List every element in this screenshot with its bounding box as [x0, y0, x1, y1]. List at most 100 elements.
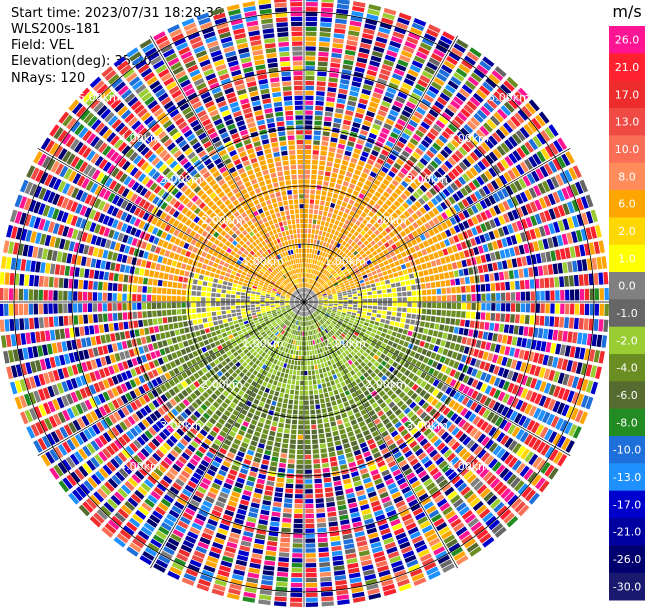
velocity-gate: [382, 249, 389, 255]
velocity-gate: [276, 332, 281, 338]
velocity-gate: [239, 352, 246, 358]
velocity-gate: [238, 390, 245, 397]
velocity-gate: [316, 277, 320, 282]
velocity-gate: [304, 149, 312, 155]
velocity-gate: [227, 500, 238, 508]
velocity-gate: [374, 203, 381, 210]
velocity-gate: [426, 418, 435, 427]
velocity-gate: [574, 303, 580, 315]
velocity-gate: [334, 368, 340, 374]
velocity-gate: [310, 314, 314, 319]
velocity-gate: [347, 306, 353, 310]
velocity-gate: [594, 366, 602, 380]
velocity-gate: [346, 105, 355, 112]
velocity-gate: [373, 478, 383, 486]
velocity-gate: [369, 320, 375, 325]
velocity-gate: [570, 183, 579, 197]
velocity-gate: [287, 308, 292, 312]
velocity-gate: [480, 141, 491, 152]
velocity-gate: [216, 574, 229, 582]
velocity-gate: [388, 413, 396, 421]
velocity-gate: [477, 265, 484, 274]
velocity-gate: [328, 296, 333, 298]
velocity-gate: [416, 284, 421, 290]
velocity-gate: [307, 304, 312, 308]
velocity-gate: [318, 230, 323, 236]
velocity-gate: [440, 231, 448, 239]
velocity-gate: [486, 494, 498, 506]
velocity-gate: [430, 316, 436, 322]
velocity-gate: [344, 249, 350, 255]
velocity-gate: [296, 345, 300, 351]
velocity-gate: [474, 404, 483, 414]
velocity-gate: [377, 364, 384, 371]
velocity-gate: [189, 375, 196, 383]
velocity-gate: [494, 526, 507, 538]
velocity-gate: [471, 368, 478, 377]
velocity-gate: [260, 412, 267, 419]
velocity-gate: [516, 220, 524, 231]
velocity-gate: [556, 357, 564, 370]
velocity-gate: [310, 291, 314, 295]
velocity-gate: [369, 60, 381, 68]
velocity-gate: [400, 416, 409, 424]
velocity-gate: [305, 592, 318, 598]
velocity-gate: [365, 455, 373, 463]
velocity-gate: [349, 90, 359, 97]
velocity-gate: [433, 48, 446, 58]
velocity-gate: [323, 417, 329, 423]
velocity-gate: [149, 514, 161, 524]
velocity-gate: [318, 304, 323, 306]
velocity-gate: [390, 131, 399, 140]
velocity-gate: [313, 298, 318, 300]
velocity-gate: [239, 545, 251, 552]
velocity-gate: [401, 446, 410, 454]
velocity-gate: [305, 293, 308, 298]
velocity-gate: [383, 211, 391, 218]
velocity-gate: [339, 206, 346, 212]
velocity-gate: [316, 359, 321, 364]
velocity-gate: [456, 286, 461, 294]
velocity-gate: [323, 302, 328, 304]
velocity-gate: [353, 148, 362, 155]
velocity-gate: [309, 273, 312, 279]
velocity-gate: [214, 389, 221, 397]
velocity-gate: [301, 311, 303, 317]
velocity-gate: [336, 3, 350, 10]
velocity-gate: [378, 251, 385, 258]
velocity-gate: [428, 253, 435, 261]
velocity-gate: [304, 135, 312, 140]
velocity-gate: [267, 350, 272, 355]
velocity-gate: [381, 285, 387, 290]
velocity-gate: [290, 434, 297, 440]
velocity-gate: [442, 88, 454, 98]
velocity-gate: [453, 459, 463, 470]
velocity-gate: [102, 432, 112, 443]
velocity-gate: [369, 536, 381, 544]
velocity-gate: [390, 283, 396, 288]
velocity-gate: [547, 264, 554, 275]
velocity-gate: [411, 572, 425, 582]
velocity-gate: [379, 276, 385, 282]
velocity-gate: [254, 339, 260, 345]
velocity-gate: [240, 540, 252, 547]
velocity-gate: [459, 251, 465, 259]
velocity-gate: [569, 346, 576, 358]
velocity-gate: [552, 329, 559, 341]
velocity-gate: [299, 385, 304, 391]
velocity-gate: [344, 49, 356, 56]
velocity-gate: [332, 309, 337, 313]
velocity-gate: [429, 127, 440, 137]
velocity-gate: [335, 414, 342, 421]
velocity-gate: [299, 306, 302, 311]
velocity-gate: [374, 229, 380, 236]
velocity-gate: [377, 272, 383, 278]
velocity-gate: [368, 276, 374, 281]
velocity-gate: [394, 408, 402, 416]
velocity-gate: [224, 509, 235, 517]
velocity-gate: [326, 312, 331, 315]
velocity-gate: [470, 401, 478, 411]
velocity-gate: [220, 560, 233, 568]
velocity-gate: [332, 295, 338, 298]
velocity-gate: [507, 494, 519, 506]
